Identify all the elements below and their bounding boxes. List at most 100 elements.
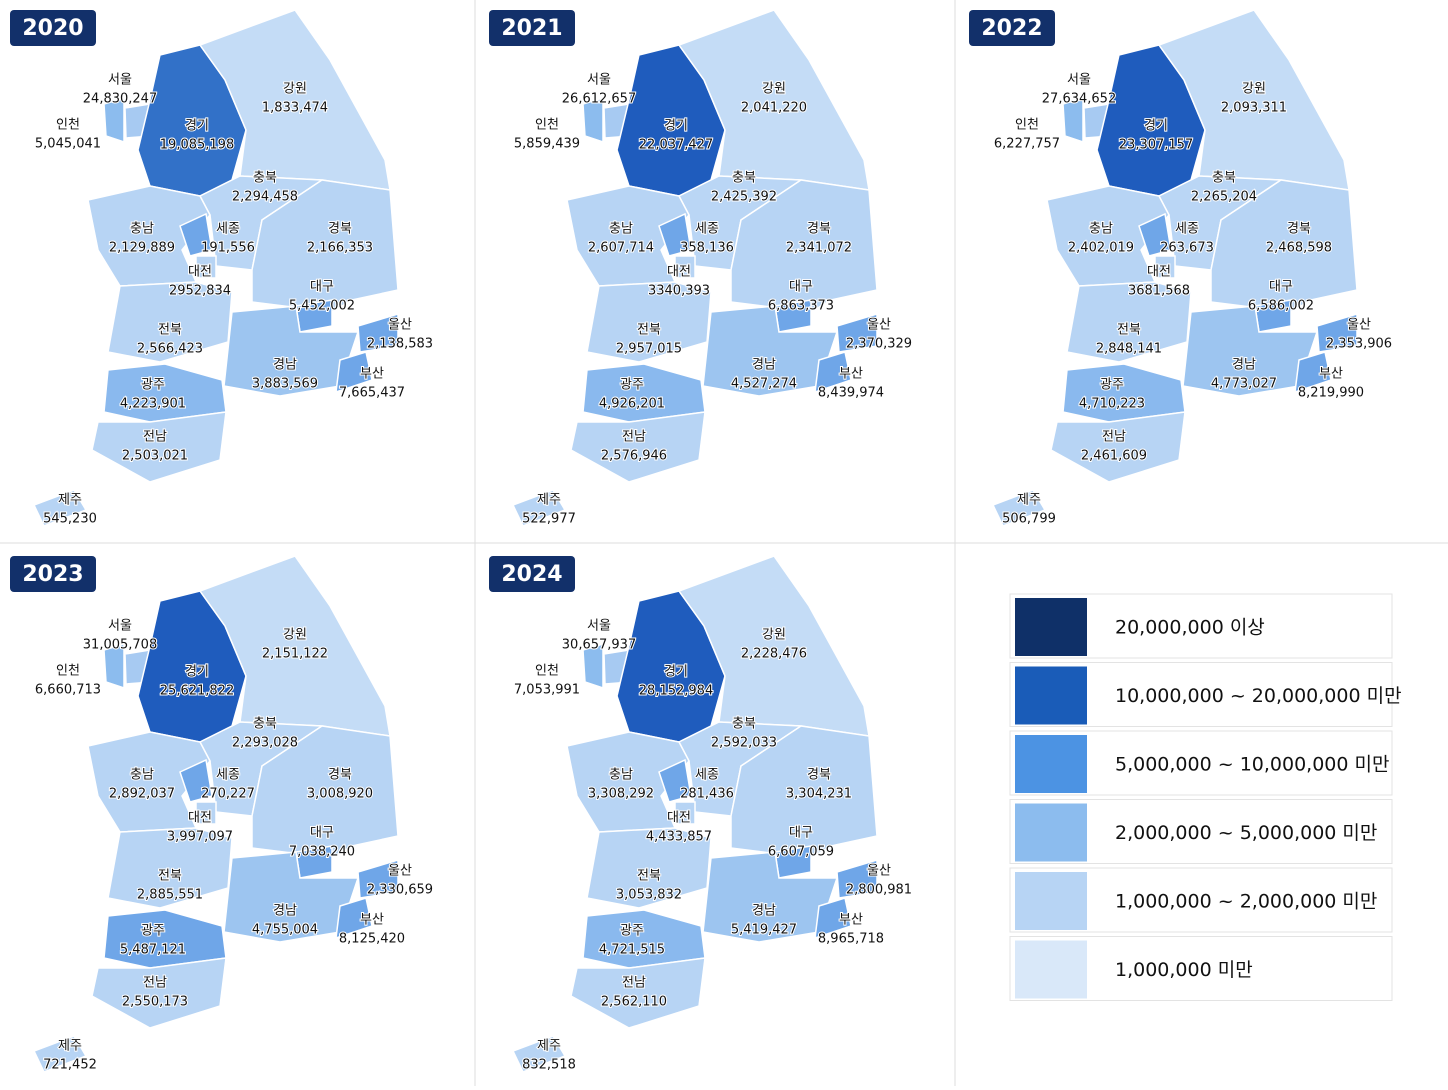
region-value: 2,265,204	[1191, 190, 1257, 205]
region-value: 2,576,946	[601, 449, 667, 464]
region-value: 5,452,002	[289, 299, 355, 314]
region-value: 5,419,427	[731, 923, 797, 938]
region-name: 경기	[664, 665, 688, 680]
region-value: 30,657,937	[562, 638, 636, 653]
region	[357, 858, 399, 899]
region-value: 2,353,906	[1326, 337, 1392, 352]
region-name: 인천	[535, 664, 559, 679]
region-name: 울산	[1347, 318, 1371, 333]
region-value: 3,008,920	[307, 787, 373, 802]
region-name: 충북	[253, 717, 277, 732]
region-value: 3,053,832	[616, 888, 682, 903]
region	[814, 897, 852, 940]
region-name: 서울	[587, 73, 611, 88]
region-value: 2,468,598	[1266, 241, 1332, 256]
region-value: 24,830,247	[83, 92, 157, 107]
region-value: 2,957,015	[616, 342, 682, 357]
region-name: 전북	[1117, 323, 1141, 338]
region-name: 제주	[1017, 493, 1041, 508]
region-value: 6,607,059	[768, 845, 834, 860]
region-value: 2,425,392	[711, 190, 777, 205]
region-value: 5,859,439	[514, 137, 580, 152]
region-name: 경북	[807, 222, 831, 237]
region-value: 22,037,427	[639, 138, 713, 153]
legend-label: 20,000,000 이상	[1115, 617, 1265, 639]
year-badge	[10, 556, 96, 592]
region-value: 6,586,002	[1248, 299, 1314, 314]
region-value: 27,634,652	[1042, 92, 1116, 107]
region-name: 경기	[1144, 119, 1168, 134]
region	[511, 489, 567, 527]
region	[195, 255, 217, 279]
region-value: 4,721,515	[599, 943, 665, 958]
region-name: 광주	[1100, 378, 1124, 393]
region-name: 대구	[310, 280, 334, 295]
legend-swatch	[1015, 598, 1087, 656]
region	[674, 801, 696, 825]
region-value: 25,621,822	[160, 684, 234, 699]
region	[658, 212, 692, 257]
region-value: 2,550,173	[122, 995, 188, 1010]
region-name: 세종	[695, 222, 719, 237]
region-name: 경남	[752, 904, 776, 919]
region-name: 울산	[388, 864, 412, 879]
region	[32, 489, 88, 527]
region-name: 광주	[620, 378, 644, 393]
region	[103, 642, 125, 690]
region	[836, 858, 878, 899]
region-value: 3,304,231	[786, 787, 852, 802]
region-value: 19,085,198	[160, 138, 234, 153]
region-name: 경기	[185, 119, 209, 134]
region-name: 경북	[1287, 222, 1311, 237]
region-name: 세종	[695, 768, 719, 783]
region-name: 서울	[108, 619, 132, 634]
region-value: 5,487,121	[120, 943, 186, 958]
region-value: 2,607,714	[588, 241, 654, 256]
legend-swatch	[1015, 803, 1087, 862]
region-value: 4,223,901	[120, 397, 186, 412]
region-value: 832,518	[522, 1058, 576, 1073]
region	[586, 281, 712, 363]
region-value: 2,228,476	[741, 647, 807, 662]
region-name: 강원	[283, 82, 307, 97]
region	[511, 1035, 567, 1073]
region-name: 경남	[1232, 358, 1256, 373]
region-name: 울산	[388, 318, 412, 333]
region	[32, 1035, 88, 1073]
region-value: 4,926,201	[599, 397, 665, 412]
year-label: 2021	[501, 16, 562, 41]
region-value: 2,129,889	[109, 241, 175, 256]
region-value: 8,125,420	[339, 932, 405, 947]
region-value: 3,308,292	[588, 787, 654, 802]
year-label: 2023	[22, 562, 83, 587]
region-value: 522,977	[522, 512, 576, 527]
region-name: 인천	[56, 118, 80, 133]
region-name: 경남	[273, 358, 297, 373]
region-name: 전남	[143, 976, 167, 991]
region-name: 서울	[587, 619, 611, 634]
region-value: 3681,568	[1128, 284, 1190, 299]
region-name: 제주	[537, 1039, 561, 1054]
legend-label: 2,000,000 ~ 5,000,000 미만	[1115, 822, 1377, 844]
region	[1154, 255, 1176, 279]
region-name: 광주	[620, 924, 644, 939]
region	[179, 758, 213, 803]
region-name: 제주	[58, 493, 82, 508]
region-name: 경북	[328, 768, 352, 783]
region-value: 2,566,423	[137, 342, 203, 357]
region-name: 제주	[537, 493, 561, 508]
region-value: 7,038,240	[289, 845, 355, 860]
region-value: 2,562,110	[601, 995, 667, 1010]
region-value: 4,773,027	[1211, 377, 1277, 392]
region	[582, 96, 604, 144]
region-value: 721,452	[43, 1058, 97, 1073]
region	[1066, 281, 1192, 363]
region-name: 강원	[283, 628, 307, 643]
region-value: 6,660,713	[35, 683, 101, 698]
region-name: 충북	[1212, 171, 1236, 186]
region-value: 3,997,097	[167, 830, 233, 845]
year-label: 2024	[501, 562, 562, 587]
region	[91, 411, 227, 483]
region-name: 충남	[609, 222, 633, 237]
